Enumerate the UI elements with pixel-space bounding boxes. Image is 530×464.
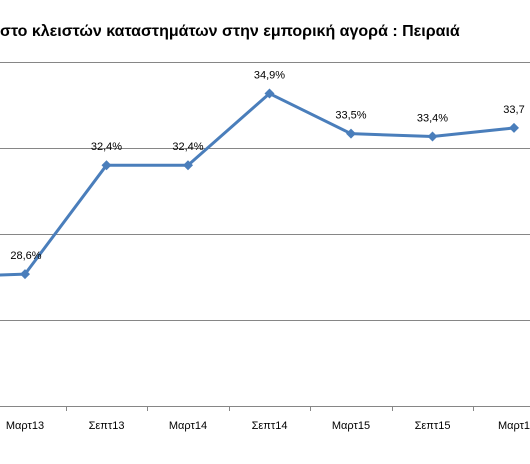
data-point-5 bbox=[427, 131, 438, 142]
data-point-6 bbox=[509, 122, 519, 133]
data-label-0: 28,6% bbox=[10, 250, 41, 262]
data-point-2 bbox=[183, 160, 193, 171]
data-point-4 bbox=[346, 128, 356, 139]
data-point-0 bbox=[20, 269, 30, 280]
x-tick-label-3: Σεπτ14 bbox=[252, 420, 288, 432]
data-label-4: 33,5% bbox=[335, 110, 366, 122]
x-tick-label-5: Σεπτ15 bbox=[415, 420, 451, 432]
data-label-3: 34,9% bbox=[254, 70, 285, 82]
x-tick-label-1: Σεπτ13 bbox=[89, 420, 125, 432]
series-line bbox=[0, 92, 515, 277]
data-label-2: 32,4% bbox=[172, 141, 203, 153]
data-label-1: 32,4% bbox=[91, 141, 122, 153]
x-tick-label-0: Μαρτ13 bbox=[6, 420, 44, 432]
data-label-5: 33,4% bbox=[417, 113, 448, 125]
data-label-6: 33,7 bbox=[503, 104, 524, 116]
x-tick-label-2: Μαρτ14 bbox=[169, 420, 207, 432]
data-point-1 bbox=[101, 160, 112, 171]
data-point-3 bbox=[264, 88, 275, 99]
chart-title: στο κλειστών καταστημάτων στην εμπορική … bbox=[0, 23, 460, 40]
x-tick-label-4: Μαρτ15 bbox=[332, 420, 370, 432]
x-tick-label-6: Μαρτ1 bbox=[498, 420, 530, 432]
